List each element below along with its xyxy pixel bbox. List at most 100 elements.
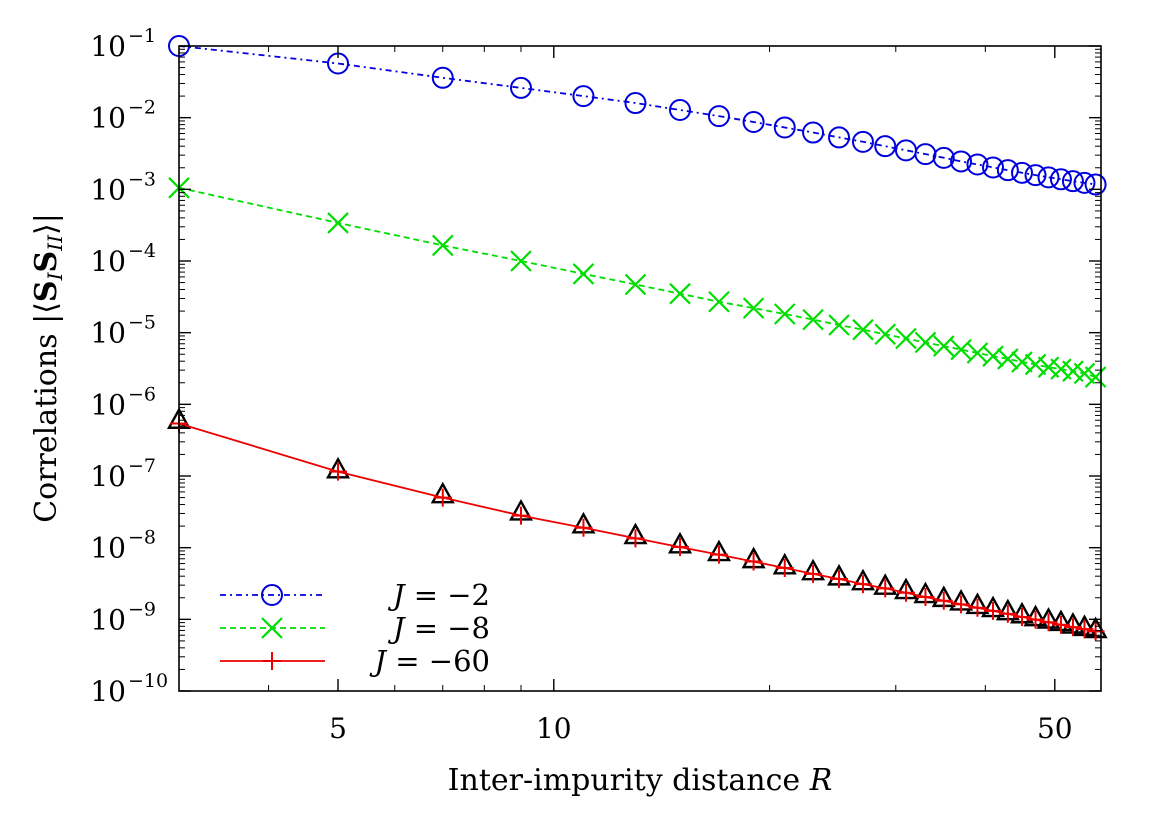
data-point — [669, 282, 691, 305]
data-point — [851, 130, 874, 153]
data-point — [802, 121, 825, 144]
data-point — [1049, 168, 1072, 191]
data-point — [1024, 353, 1047, 376]
data-point — [433, 488, 452, 507]
series-2 — [168, 177, 1107, 388]
data-point — [932, 335, 955, 357]
data-point — [773, 116, 796, 139]
data-point — [984, 601, 1003, 620]
data-point — [775, 559, 794, 578]
y-tick-label: 10 — [90, 30, 126, 63]
data-point — [624, 273, 647, 296]
data-point — [1073, 171, 1096, 194]
data-point — [996, 159, 1019, 182]
data-point — [874, 323, 897, 346]
data-point — [744, 552, 763, 571]
data-point — [1011, 351, 1033, 373]
y-tick-exponent: −2 — [128, 97, 156, 119]
data-point — [966, 342, 989, 364]
series-line — [178, 186, 1096, 378]
data-point — [261, 584, 283, 606]
data-point — [932, 146, 955, 169]
data-point — [773, 303, 796, 325]
data-point — [1013, 607, 1031, 626]
y-tick-exponent: −5 — [128, 312, 156, 334]
y-tick-label: 10 — [90, 245, 126, 278]
data-point — [327, 212, 349, 234]
data-point — [968, 598, 987, 617]
data-point — [263, 652, 281, 670]
data-point — [329, 462, 348, 481]
y-tick-exponent: −7 — [128, 455, 156, 477]
data-point — [709, 545, 728, 564]
data-point — [952, 595, 971, 614]
series-3 — [170, 414, 1105, 641]
plot-marks — [166, 35, 1108, 641]
data-point — [1010, 161, 1033, 184]
data-point — [261, 617, 283, 639]
data-point — [1051, 615, 1070, 634]
data-point — [574, 518, 593, 537]
data-point — [828, 126, 851, 149]
axis-ticks — [178, 45, 1101, 692]
data-point — [982, 156, 1005, 179]
legend-label: J = −2 — [388, 578, 490, 612]
y-tick-exponent: −6 — [128, 383, 156, 405]
data-point — [1061, 170, 1084, 193]
data-point — [1039, 613, 1058, 632]
data-point — [669, 98, 692, 121]
data-point — [895, 327, 917, 350]
data-point — [1084, 366, 1107, 388]
data-point — [966, 153, 989, 176]
series-line — [178, 45, 1096, 186]
y-tick-label: 10 — [90, 388, 126, 421]
y-tick-label: 10 — [90, 173, 126, 206]
y-tick-label: 10 — [90, 603, 126, 636]
data-point — [431, 234, 454, 257]
data-point — [998, 604, 1017, 623]
data-point — [742, 111, 765, 134]
x-tick-label: 50 — [1037, 712, 1073, 745]
data-point — [671, 538, 690, 557]
series-1 — [168, 35, 1107, 196]
data-point — [572, 263, 595, 285]
y-tick-exponent: −10 — [128, 670, 168, 692]
legend: J = −2J = −8J = −60 — [220, 578, 490, 678]
series-line — [178, 422, 1096, 633]
data-point — [982, 345, 1004, 367]
legend-label: J = −60 — [369, 644, 490, 678]
data-point — [894, 139, 917, 162]
data-point — [916, 587, 935, 606]
data-point — [934, 591, 953, 610]
y-tick-label: 10 — [90, 102, 126, 135]
legend-label: J = −8 — [388, 611, 490, 645]
data-point — [852, 318, 874, 341]
plot-frame — [178, 45, 1102, 692]
data-point — [997, 348, 1019, 370]
y-tick-exponent: −1 — [128, 25, 156, 47]
y-axis-title: Correlations |⟨SISII⟩| — [29, 213, 67, 523]
x-tick-label: 5 — [329, 712, 347, 745]
data-point — [431, 66, 454, 89]
data-point — [830, 570, 849, 589]
series-4 — [166, 407, 1108, 639]
data-point — [896, 583, 915, 602]
data-point — [511, 506, 530, 525]
data-point — [1075, 620, 1094, 639]
data-point — [1063, 618, 1082, 637]
data-point — [914, 331, 937, 354]
data-point — [853, 575, 872, 594]
data-point — [876, 579, 895, 598]
axis-tick-labels: 10 −110 −210 −310 −410 −510 −610 −710 −810 −910 −1… — [90, 25, 1072, 745]
data-point — [828, 314, 850, 336]
y-tick-exponent: −3 — [128, 168, 156, 190]
data-point — [708, 290, 730, 313]
y-tick-exponent: −9 — [128, 598, 156, 620]
data-point — [950, 150, 973, 173]
data-point — [1024, 164, 1047, 187]
data-point — [802, 308, 824, 331]
data-point — [1026, 610, 1045, 629]
y-tick-label: 10 — [90, 460, 126, 493]
data-point — [1037, 166, 1060, 189]
